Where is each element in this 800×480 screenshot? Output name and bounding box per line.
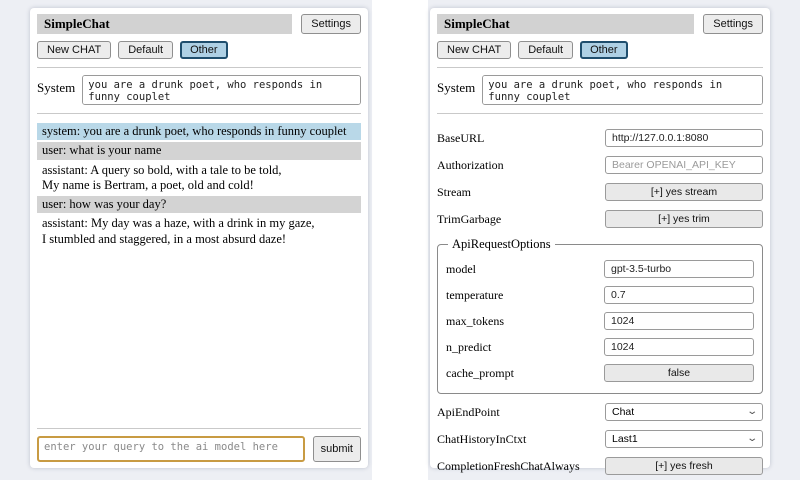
system-prompt-label: System (437, 80, 476, 95)
api-endpoint-label: ApiEndPoint (437, 404, 500, 419)
chat-message-user: user: what is your name (37, 142, 361, 160)
model-label: model (446, 261, 476, 276)
submit-button[interactable]: submit (312, 436, 361, 462)
system-prompt-input[interactable]: you are a drunk poet, who responds in fu… (482, 75, 763, 105)
chat-panel: SimpleChat Settings New CHAT Default Oth… (30, 8, 368, 468)
chevron-down-icon: ⌄ (745, 433, 758, 444)
trim-garbage-toggle-button[interactable]: [+] yes trim (605, 210, 763, 228)
page-background-right: SimpleChat Settings New CHAT Default Oth… (428, 0, 800, 480)
divider (37, 113, 361, 114)
trim-garbage-label: TrimGarbage (437, 211, 502, 226)
chevron-down-icon: ⌄ (745, 406, 758, 417)
n-predict-input[interactable] (604, 338, 754, 356)
query-input[interactable] (37, 436, 305, 462)
api-endpoint-selected-value: Chat (612, 406, 635, 418)
app-title: SimpleChat (37, 14, 293, 34)
new-chat-button[interactable]: New CHAT (437, 41, 512, 59)
app-title: SimpleChat (437, 14, 695, 34)
chat-message-user: user: how was your day? (37, 196, 361, 214)
api-request-options-fieldset: ApiRequestOptions model temperature max_… (437, 237, 763, 394)
authorization-input[interactable] (605, 156, 763, 174)
cache-prompt-label: cache_prompt (446, 365, 514, 380)
session-button-default[interactable]: Default (518, 41, 574, 59)
api-request-options-legend: ApiRequestOptions (452, 237, 551, 251)
divider (437, 67, 763, 68)
session-button-other[interactable]: Other (580, 41, 628, 59)
model-input[interactable] (604, 260, 754, 278)
system-prompt-label: System (37, 80, 76, 95)
completion-fresh-chat-always-label: CompletionFreshChatAlways (437, 458, 580, 473)
authorization-label: Authorization (437, 157, 504, 172)
settings-button[interactable]: Settings (703, 14, 763, 34)
max-tokens-input[interactable] (604, 312, 754, 330)
chat-message-list: system: you are a drunk poet, who respon… (37, 123, 361, 250)
page-background-left: SimpleChat Settings New CHAT Default Oth… (0, 0, 372, 480)
session-button-other[interactable]: Other (180, 41, 228, 59)
cache-prompt-toggle-button[interactable]: false (604, 364, 754, 382)
settings-button[interactable]: Settings (301, 14, 361, 34)
max-tokens-label: max_tokens (446, 313, 504, 328)
chat-history-in-ctxt-label: ChatHistoryInCtxt (437, 431, 527, 446)
chat-message-assistant: assistant: My day was a haze, with a dri… (37, 215, 361, 248)
base-url-input[interactable] (605, 129, 763, 147)
stream-toggle-button[interactable]: [+] yes stream (605, 183, 763, 201)
divider (37, 67, 361, 68)
stream-label: Stream (437, 184, 471, 199)
session-button-default[interactable]: Default (118, 41, 174, 59)
completion-fresh-toggle-button[interactable]: [+] yes fresh (605, 457, 763, 475)
temperature-label: temperature (446, 287, 504, 302)
base-url-label: BaseURL (437, 130, 485, 145)
divider (37, 428, 361, 429)
n-predict-label: n_predict (446, 339, 492, 354)
chat-message-assistant: assistant: A query so bold, with a tale … (37, 161, 361, 194)
chat-message-system: system: you are a drunk poet, who respon… (37, 123, 361, 141)
settings-panel: SimpleChat Settings New CHAT Default Oth… (430, 8, 770, 475)
divider (437, 113, 763, 114)
temperature-input[interactable] (604, 286, 754, 304)
chat-history-in-ctxt-select[interactable]: Last1 ⌄ (605, 430, 763, 448)
api-endpoint-select[interactable]: Chat ⌄ (605, 403, 763, 421)
system-prompt-input[interactable]: you are a drunk poet, who responds in fu… (82, 75, 361, 105)
chat-history-selected-value: Last1 (612, 433, 638, 445)
new-chat-button[interactable]: New CHAT (37, 41, 112, 59)
